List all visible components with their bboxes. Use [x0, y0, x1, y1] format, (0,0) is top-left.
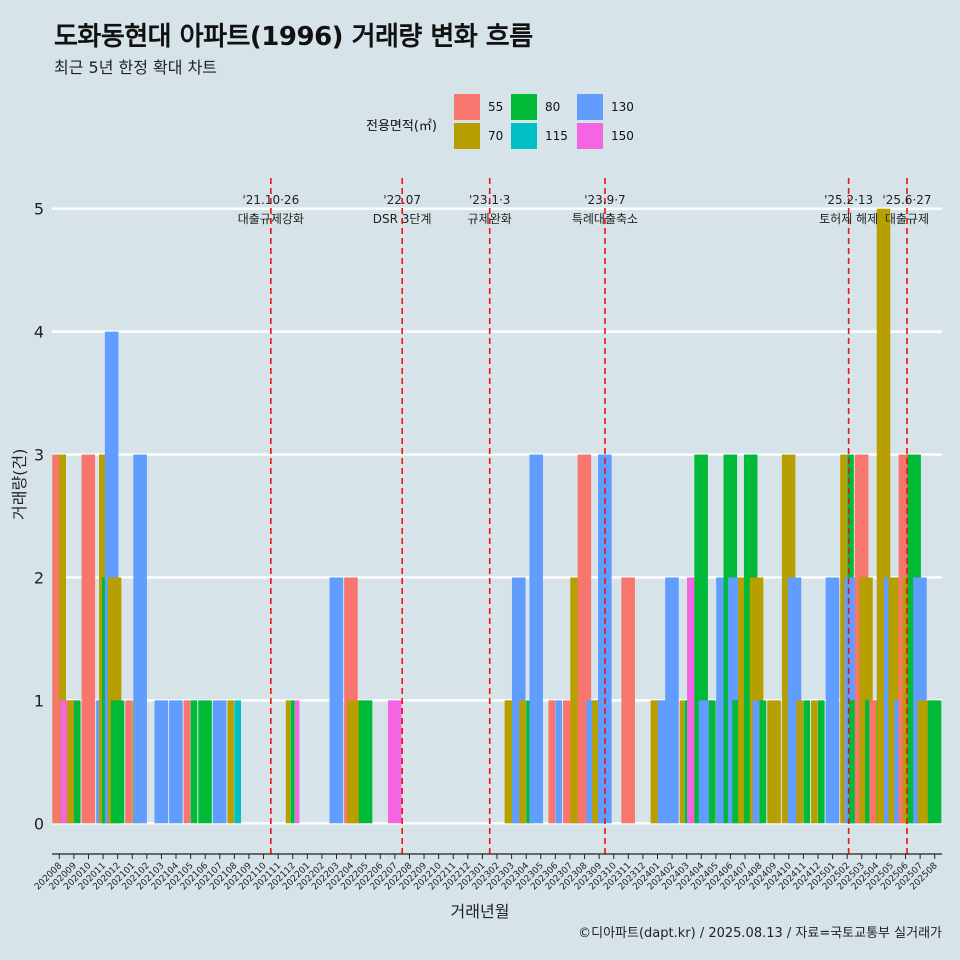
event-date: '22.07: [383, 193, 421, 207]
event-date: '23.1·3: [469, 193, 510, 207]
bar-80-202106: [198, 700, 212, 824]
legend-key-55: [454, 94, 480, 120]
legend-label-150: 150: [611, 129, 634, 143]
legend-label-115: 115: [545, 129, 568, 143]
bar-150-202207: [387, 700, 402, 824]
bar-130-202501: [825, 577, 840, 824]
legend-title: 전용면적(㎡): [366, 119, 437, 134]
bar-80-202403: [684, 700, 689, 824]
event-label: 토허제 해제: [819, 212, 878, 226]
bar-70-202309: [592, 700, 599, 824]
bar-70-202507: [917, 700, 932, 824]
legend-label-55: 55: [488, 100, 504, 114]
bar-70-202112: [285, 700, 291, 824]
event-date: '23.9·7: [584, 193, 625, 207]
bar-130-202304: [529, 454, 544, 824]
event-label: 특례대출축소: [572, 212, 638, 226]
bar-130-202306: [555, 700, 562, 824]
event-date: '25.2·13: [824, 193, 873, 207]
bar-55-202101: [125, 700, 132, 824]
legend-label-130: 130: [611, 100, 634, 114]
bar-150-202112: [295, 700, 300, 824]
bar-130-202203: [329, 577, 344, 824]
bar-130-202103: [154, 700, 169, 824]
bar-70-202411: [796, 700, 804, 824]
source-caption: ©디아파트(dapt.kr) / 2025.08.13 / 자료=국토교통부 실…: [578, 926, 942, 941]
legend-label-80: 80: [545, 100, 561, 114]
y-tick-label: 5: [34, 200, 44, 219]
legend-key-80: [511, 94, 537, 120]
bar-80-202205: [358, 700, 373, 824]
event-date: '25.6·27: [882, 193, 931, 207]
bar-70-202108: [227, 700, 235, 824]
bar-80-202411: [803, 700, 811, 824]
bar-80-202012: [110, 700, 125, 824]
bar-55-202008: [52, 454, 59, 824]
bar-80-202405: [708, 700, 716, 824]
bar-55-202010: [81, 454, 96, 824]
bar-80-202408: [759, 700, 767, 824]
y-tick-label: 4: [34, 323, 44, 342]
y-tick-label: 0: [34, 814, 44, 833]
event-label: 대출규제: [885, 212, 929, 226]
chart-title: 도화동현대 아파트(1996) 거래량 변화 흐름: [54, 22, 533, 52]
chart-subtitle: 최근 5년 한정 확대 차트: [54, 58, 218, 77]
bar-70-202008: [59, 454, 66, 824]
bar-70-202409: [767, 700, 781, 824]
y-tick-label: 3: [34, 446, 44, 465]
bar-70-202204: [347, 700, 361, 824]
bar-130-202408: [752, 700, 760, 824]
y-axis-label: 거래량(건): [10, 448, 29, 520]
bar-70-202502: [840, 454, 847, 824]
bar-70-202304: [519, 700, 526, 824]
event-label: DSR 3단계: [373, 212, 432, 226]
bar-70-202403: [679, 700, 685, 824]
bar-130-202404: [698, 700, 713, 824]
legend-label-70: 70: [488, 129, 504, 143]
bar-80-202105: [190, 700, 198, 824]
bar-80-202508: [927, 700, 942, 824]
legend-key-70: [454, 123, 480, 149]
bar-80-202112: [290, 700, 295, 824]
bar-130-202101: [133, 454, 147, 824]
bar-70-202009: [66, 700, 74, 824]
bar-55-202504: [869, 700, 877, 824]
bar-55-202306: [548, 700, 556, 824]
legend-key-115: [511, 123, 537, 149]
x-axis-label: 거래년월: [450, 902, 510, 921]
event-date: '21.10·26: [242, 193, 299, 207]
bar-55-202311: [621, 577, 635, 824]
event-label: 규제완화: [468, 212, 512, 226]
bar-130-202104: [169, 700, 183, 824]
bar-115-202108: [234, 700, 242, 824]
legend-key-130: [577, 94, 603, 120]
bar-130-202402: [665, 577, 679, 824]
bar-80-202412: [817, 700, 825, 824]
bar-80-202009: [73, 700, 81, 824]
bar-70-202412: [811, 700, 818, 824]
bar-55-202105: [183, 700, 191, 824]
y-tick-label: 2: [34, 568, 44, 587]
legend-key-150: [577, 123, 603, 149]
bar-130-202107: [212, 700, 227, 824]
y-tick-label: 1: [34, 691, 44, 710]
event-label: 대출규제강화: [238, 212, 304, 226]
